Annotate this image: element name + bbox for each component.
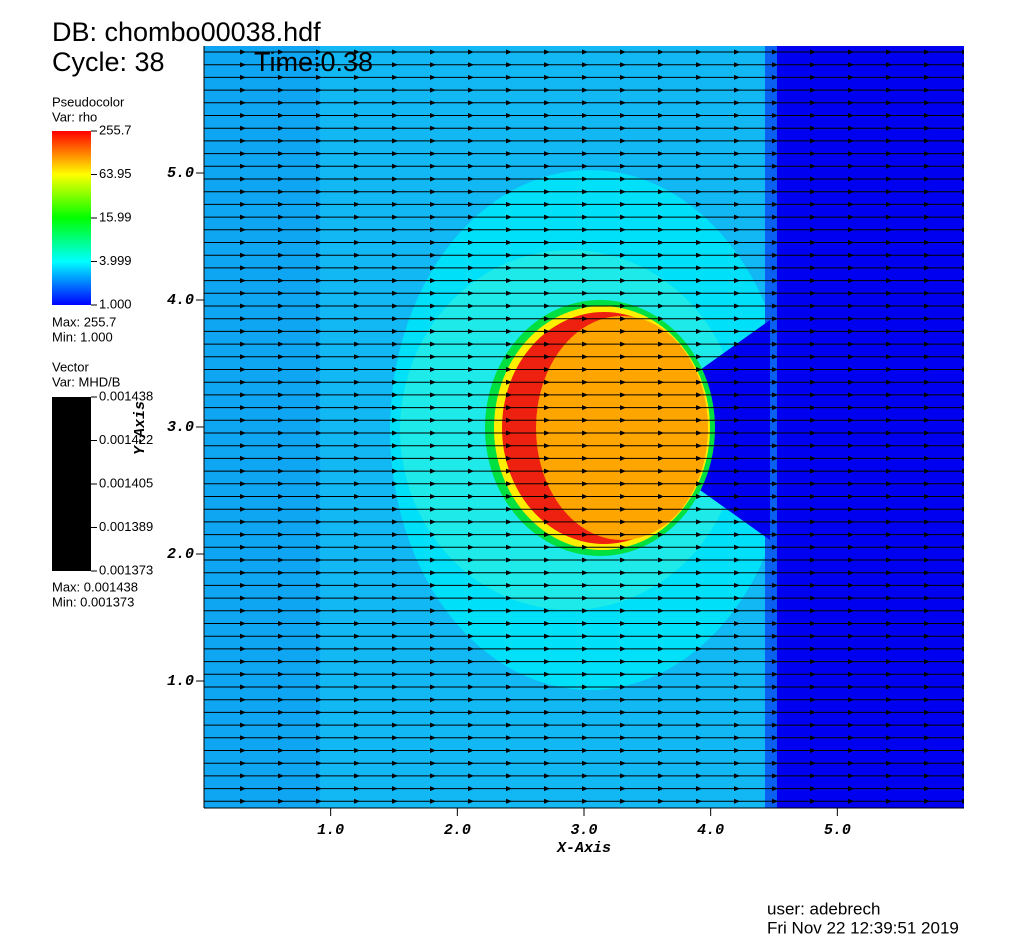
wake-region <box>700 320 770 540</box>
x-tick-label: 1.0 <box>317 822 344 839</box>
x-axis-title: X-Axis <box>556 840 611 857</box>
pseudocolor-field <box>204 46 964 808</box>
y-tick-label: 2.0 <box>167 546 194 563</box>
y-tick-label: 3.0 <box>167 419 194 436</box>
legend-title: Vector <box>52 359 90 374</box>
legend-max: Max: 255.7 <box>52 314 116 329</box>
legend-var: Var: rho <box>52 109 97 124</box>
legend-tick-label: 0.001438 <box>99 388 153 403</box>
db-label: DB: chombo00038.hdf <box>52 17 321 47</box>
legend-min: Min: 0.001373 <box>52 594 134 609</box>
date-label: Fri Nov 22 12:39:51 2019 <box>767 918 959 937</box>
y-tick-label: 4.0 <box>167 292 194 309</box>
legend-tick-label: 63.95 <box>99 166 132 181</box>
y-tick-label: 5.0 <box>167 165 194 182</box>
legend-tick-label: 0.001405 <box>99 475 153 490</box>
x-tick-label: 4.0 <box>697 822 724 839</box>
vector-glyphs <box>204 49 964 804</box>
time-label: Time:0.38 <box>254 47 373 77</box>
legend-tick-label: 0.001422 <box>99 432 153 447</box>
cycle-label: Cycle: 38 <box>52 47 165 77</box>
legend-tick-label: 3.999 <box>99 253 132 268</box>
annotations: DB: chombo00038.hdf Cycle: 38 Time:0.38 … <box>52 17 964 937</box>
legend-var: Var: MHD/B <box>52 374 120 389</box>
user-label: user: adebrech <box>767 899 880 918</box>
right-region <box>777 46 964 808</box>
legend-tick-label: 1.000 <box>99 296 132 311</box>
legend-tick-label: 15.99 <box>99 209 132 224</box>
front-edge <box>765 46 777 808</box>
legend-max: Max: 0.001438 <box>52 579 138 594</box>
x-tick-label: 3.0 <box>570 822 597 839</box>
colorbar <box>52 397 91 571</box>
legend-tick-label: 0.001389 <box>99 519 153 534</box>
orange-core <box>536 316 708 540</box>
legend-tick-label: 255.7 <box>99 122 132 137</box>
x-tick-label: 5.0 <box>824 822 851 839</box>
colorbar <box>52 131 91 305</box>
legend-title: Pseudocolor <box>52 94 125 109</box>
legend-min: Min: 1.000 <box>52 329 113 344</box>
y-tick-label: 1.0 <box>167 673 194 690</box>
y-axis-title: Y-Axis <box>132 401 149 455</box>
legend-tick-label: 0.001373 <box>99 562 153 577</box>
x-tick-label: 2.0 <box>444 822 471 839</box>
